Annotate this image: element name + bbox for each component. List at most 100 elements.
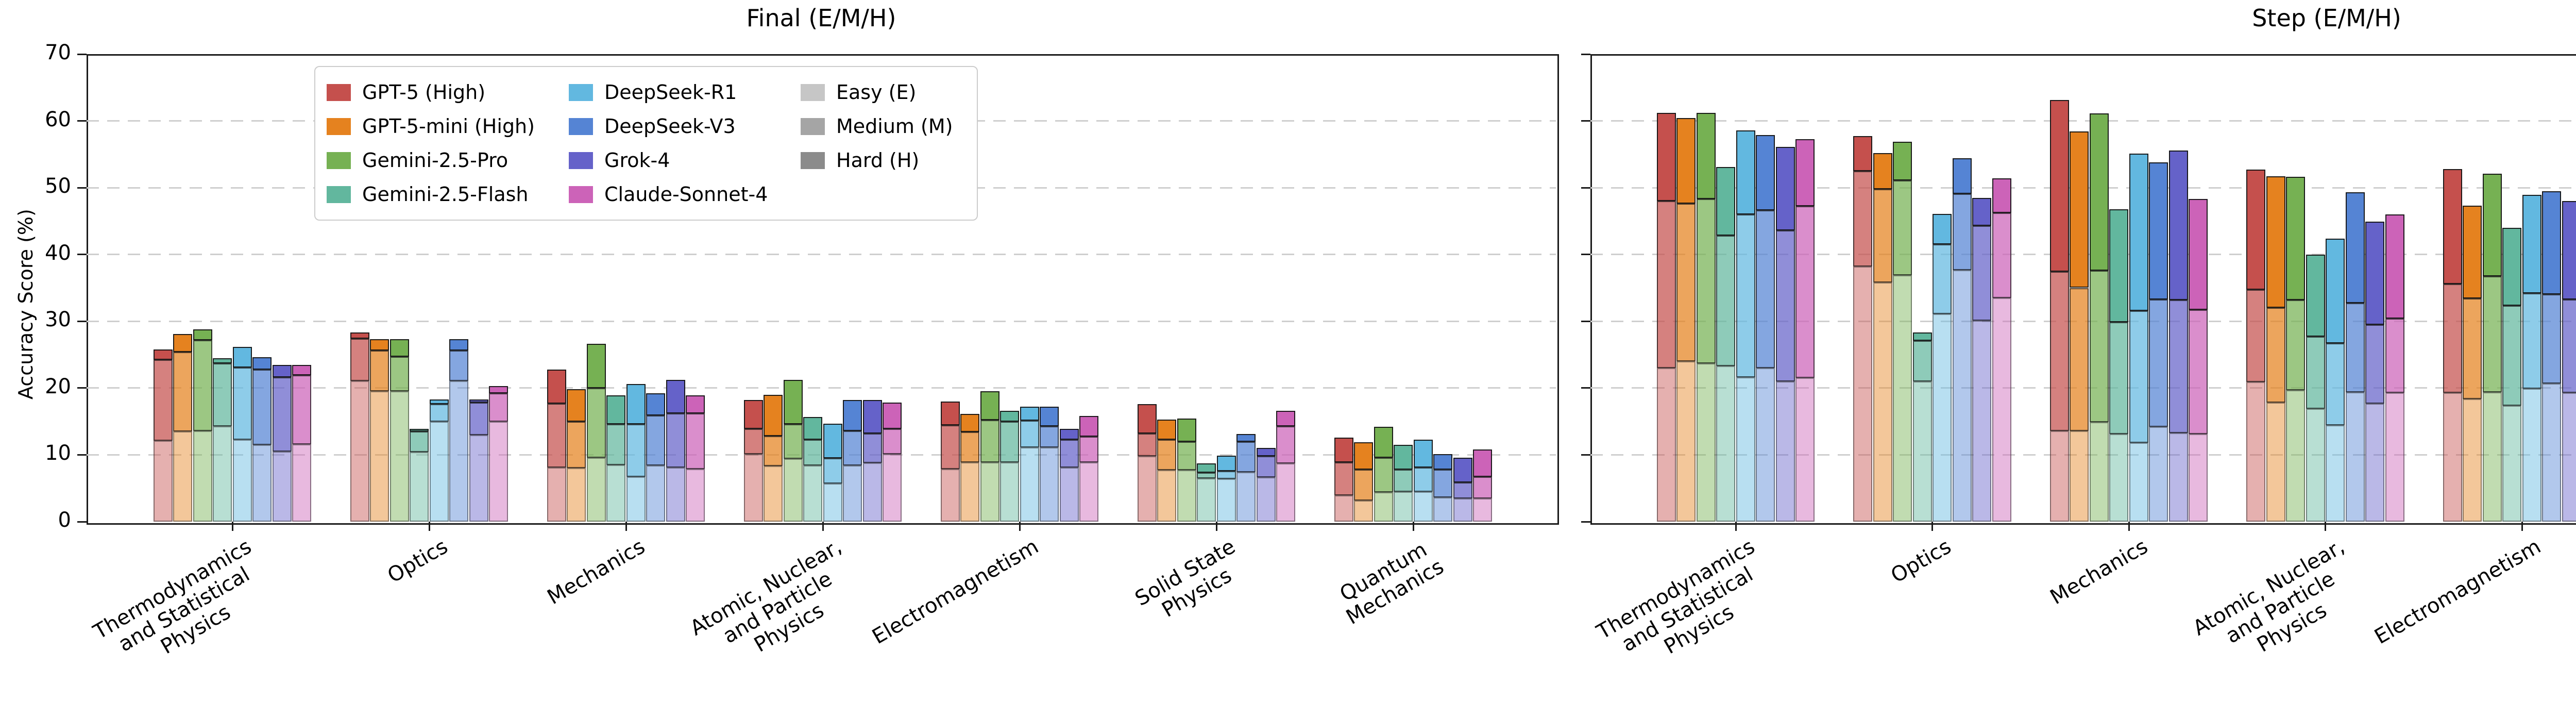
y-tickmark <box>77 187 87 189</box>
bar-GPT-5 (High)-cat0-hard <box>153 349 173 360</box>
bar-Gemini-2.5-Pro-cat4-easy <box>980 462 999 522</box>
bar-Claude-Sonnet-4-cat3-hard <box>883 403 902 429</box>
bar-Claude-Sonnet-4-cat0-easy <box>1795 378 1815 522</box>
bar-GPT-5 (High)-cat1-easy <box>1853 266 1873 522</box>
bar-DeepSeek-V3-cat2-medium <box>646 415 666 466</box>
bar-GPT-5 (High)-cat0-easy <box>1656 368 1676 522</box>
bar-Grok-4-cat1-easy <box>1972 320 1992 522</box>
bar-DeepSeek-R1-cat1-hard <box>429 399 449 404</box>
bar-GPT-5 (High)-cat5-hard <box>1137 404 1157 433</box>
bar-Gemini-2.5-Flash-cat0-easy <box>1716 366 1736 522</box>
gridline-40 <box>87 254 1556 256</box>
bar-Gemini-2.5-Pro-cat3-hard <box>2286 177 2306 300</box>
bar-Gemini-2.5-Pro-cat0-easy <box>193 430 212 522</box>
right-chart-title: Step (E/M/H) <box>2252 4 2401 32</box>
bar-Claude-Sonnet-4-cat2-easy <box>2189 434 2208 522</box>
bar-Claude-Sonnet-4-cat3-easy <box>883 454 902 522</box>
x-tickmark <box>2325 522 2326 531</box>
bar-Gemini-2.5-Pro-cat4-medium <box>980 420 999 462</box>
bar-GPT-5-mini (High)-cat0-hard <box>1676 118 1696 204</box>
bar-DeepSeek-R1-cat0-easy <box>1736 377 1755 522</box>
legend-item: Easy (E) <box>801 75 965 109</box>
bar-Grok-4-cat5-easy <box>1256 477 1276 522</box>
x-category-label: Electromagnetism <box>868 535 1043 649</box>
bar-DeepSeek-V3-cat5-easy <box>1236 472 1256 522</box>
bar-GPT-5 (High)-cat1-easy <box>350 380 369 522</box>
bar-DeepSeek-R1-cat2-easy <box>2129 443 2148 522</box>
x-category-label: Electromagnetism <box>2370 535 2545 649</box>
bar-DeepSeek-R1-cat1-easy <box>429 421 449 522</box>
bar-DeepSeek-V3-cat4-hard <box>2542 191 2562 295</box>
bar-Gemini-2.5-Pro-cat1-medium <box>1893 180 1912 275</box>
bar-Claude-Sonnet-4-cat1-easy <box>1992 297 2011 522</box>
bar-GPT-5-mini (High)-cat2-medium <box>567 421 586 469</box>
bar-Grok-4-cat4-hard <box>1059 428 1079 440</box>
bar-Gemini-2.5-Flash-cat4-medium <box>2502 306 2522 406</box>
bar-DeepSeek-R1-cat1-medium <box>429 404 449 422</box>
bar-DeepSeek-V3-cat0-hard <box>252 357 272 370</box>
x-category-label: Quantum Mechanics <box>1335 538 1448 629</box>
bar-DeepSeek-V3-cat3-hard <box>2345 192 2365 304</box>
bar-Gemini-2.5-Flash-cat2-easy <box>2109 434 2129 522</box>
bar-DeepSeek-V3-cat2-medium <box>2149 299 2168 427</box>
bar-GPT-5-mini (High)-cat4-easy <box>960 462 980 522</box>
bar-Gemini-2.5-Flash-cat3-easy <box>2306 409 2325 522</box>
bar-Grok-4-cat3-medium <box>862 433 882 463</box>
x-tickmark <box>428 522 430 531</box>
bar-GPT-5-mini (High)-cat2-easy <box>567 468 586 522</box>
bar-DeepSeek-V3-cat3-medium <box>843 430 862 466</box>
bar-DeepSeek-V3-cat6-hard <box>1433 454 1453 470</box>
legend-color-swatch-icon <box>327 84 351 101</box>
bar-DeepSeek-V3-cat2-hard <box>646 393 666 415</box>
bar-Grok-4-cat2-medium <box>2168 299 2188 433</box>
bar-DeepSeek-R1-cat2-hard <box>2129 154 2148 311</box>
legend-color-swatch-icon <box>569 186 593 203</box>
x-category-label: Thermodynamics and Statistical Physics <box>1592 535 1759 659</box>
bar-GPT-5 (High)-cat6-easy <box>1334 495 1353 522</box>
bar-Claude-Sonnet-4-cat3-hard <box>2385 214 2404 319</box>
bar-Grok-4-cat1-easy <box>469 435 488 522</box>
y-tick-label: 10 <box>45 441 71 465</box>
bar-Gemini-2.5-Flash-cat2-hard <box>2109 209 2129 322</box>
bar-GPT-5-mini (High)-cat4-medium <box>960 432 980 462</box>
bar-DeepSeek-R1-cat0-medium <box>232 367 252 440</box>
x-tickmark <box>231 522 233 531</box>
legend-item: Claude-Sonnet-4 <box>569 177 801 211</box>
legend: GPT-5 (High) GPT-5-mini (High) Gemini-2.5-… <box>314 66 978 221</box>
left-chart-title: Final (E/M/H) <box>746 4 896 32</box>
legend-item: Grok-4 <box>569 143 801 177</box>
bar-Gemini-2.5-Flash-cat1-medium <box>410 431 429 453</box>
bar-Claude-Sonnet-4-cat5-easy <box>1276 463 1296 522</box>
bar-Gemini-2.5-Flash-cat3-easy <box>803 465 823 522</box>
bar-GPT-5 (High)-cat3-medium <box>2246 290 2266 382</box>
bar-Gemini-2.5-Pro-cat1-easy <box>389 391 409 522</box>
bar-Gemini-2.5-Pro-cat0-hard <box>193 329 212 340</box>
legend-label: Grok-4 <box>604 149 670 172</box>
bar-DeepSeek-V3-cat1-medium <box>449 351 469 381</box>
bar-DeepSeek-R1-cat3-hard <box>2326 238 2345 344</box>
bar-Claude-Sonnet-4-cat4-hard <box>1079 416 1099 437</box>
y-tickmark <box>77 387 87 389</box>
bar-GPT-5 (High)-cat4-medium <box>940 425 960 469</box>
bar-Gemini-2.5-Pro-cat3-medium <box>783 424 803 459</box>
bar-DeepSeek-V3-cat1-easy <box>1952 270 1972 522</box>
legend-label: Medium (M) <box>836 115 953 138</box>
bar-Gemini-2.5-Pro-cat4-easy <box>2482 392 2502 522</box>
bar-DeepSeek-R1-cat6-medium <box>1413 468 1433 492</box>
bar-Gemini-2.5-Flash-cat1-medium <box>1912 340 1932 381</box>
y-tick-label: 70 <box>45 41 71 64</box>
bar-Gemini-2.5-Flash-cat2-hard <box>606 395 626 424</box>
bar-GPT-5 (High)-cat1-medium <box>350 338 369 381</box>
bar-GPT-5 (High)-cat2-hard <box>2049 100 2069 272</box>
bar-Grok-4-cat1-medium <box>1972 225 1992 321</box>
bar-Gemini-2.5-Pro-cat2-medium <box>2089 270 2109 422</box>
bar-GPT-5 (High)-cat2-hard <box>547 369 566 404</box>
bar-Grok-4-cat3-medium <box>2365 324 2385 404</box>
bar-DeepSeek-V3-cat3-easy <box>2345 392 2365 522</box>
bar-GPT-5 (High)-cat2-easy <box>547 468 566 522</box>
bar-Grok-4-cat1-medium <box>469 403 488 435</box>
bar-Claude-Sonnet-4-cat3-medium <box>2385 319 2404 393</box>
bar-GPT-5-mini (High)-cat1-hard <box>1873 153 1892 189</box>
bar-GPT-5 (High)-cat0-medium <box>1656 201 1676 368</box>
bar-Grok-4-cat0-medium <box>272 377 292 452</box>
